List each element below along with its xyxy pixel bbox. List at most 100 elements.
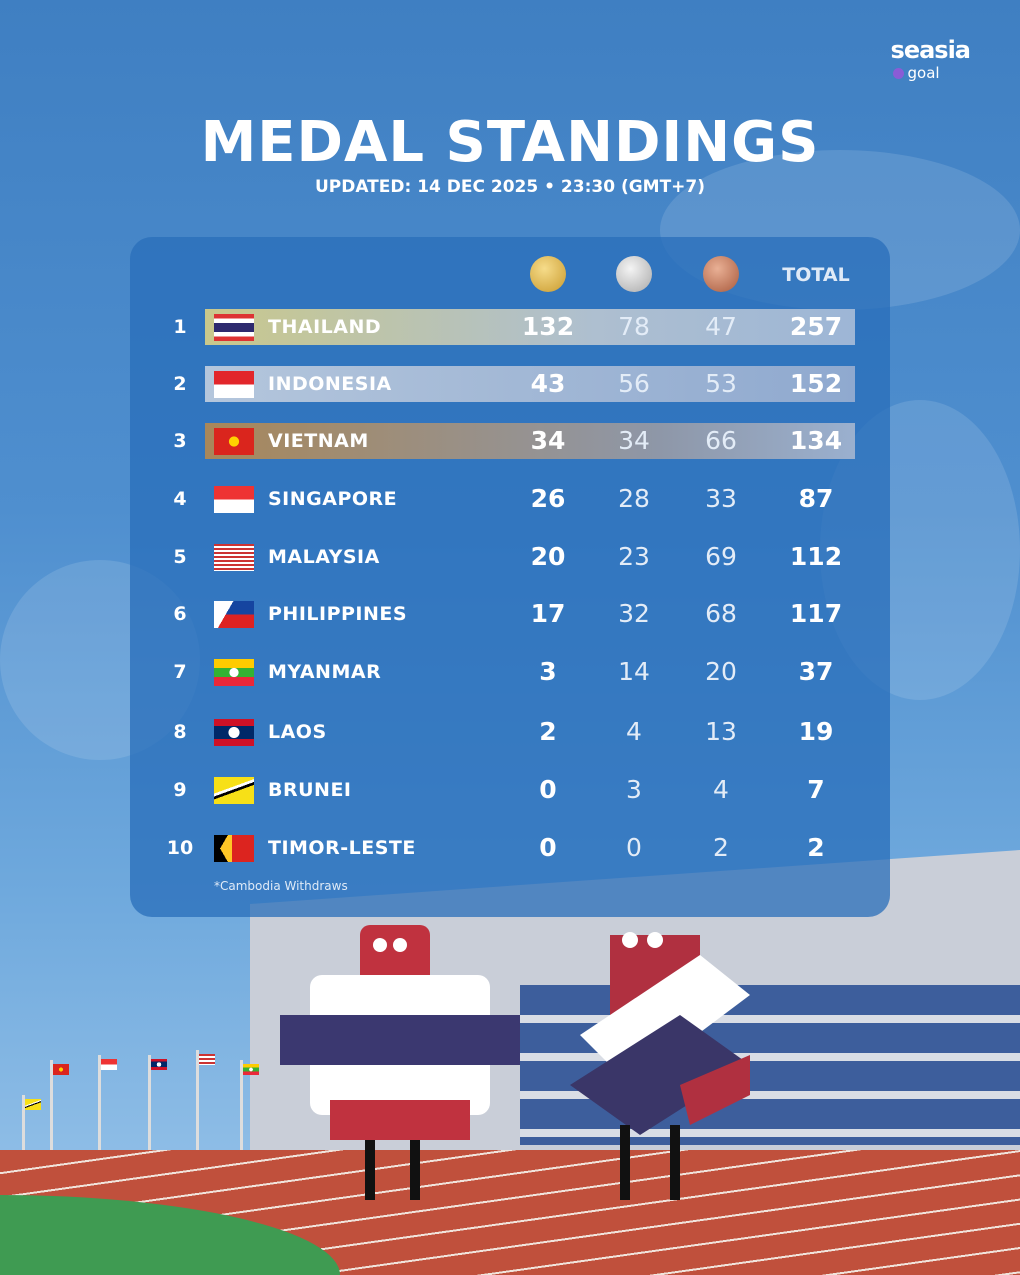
country-name: THAILAND <box>268 316 382 338</box>
table-row: 2 INDONESIA 43 56 53 152 <box>130 366 890 402</box>
country-flag-icon <box>214 544 254 571</box>
gold-count: 43 <box>530 369 566 398</box>
rank: 2 <box>173 373 187 395</box>
rank: 7 <box>173 661 187 683</box>
country-name: PHILIPPINES <box>268 603 408 625</box>
gold-count: 34 <box>530 426 566 455</box>
table-row: 7 MYANMAR 3 14 20 37 <box>130 654 890 690</box>
pole-flag-icon <box>199 1054 215 1065</box>
gold-count: 2 <box>539 717 557 746</box>
silver-count: 78 <box>618 312 650 341</box>
gold-count: 17 <box>530 599 566 628</box>
country-flag-icon <box>214 777 254 804</box>
total-count: 112 <box>789 542 843 571</box>
medal-table-panel <box>130 237 890 917</box>
table-row: 3 VIETNAM 34 34 66 134 <box>130 423 890 459</box>
row-highlight <box>205 423 855 459</box>
bronze-count: 66 <box>705 426 737 455</box>
gold-count: 3 <box>539 657 557 686</box>
table-row: 5 MALAYSIA 20 23 69 112 <box>130 539 890 575</box>
country-name: TIMOR-LESTE <box>268 837 416 859</box>
bronze-count: 2 <box>713 833 729 862</box>
rank: 5 <box>173 546 187 568</box>
country-name: BRUNEI <box>268 779 352 801</box>
country-flag-icon <box>214 719 254 746</box>
logo-brand: seasia <box>890 36 971 64</box>
total-count: 37 <box>798 657 834 686</box>
rank: 1 <box>173 316 187 338</box>
silver-medal-icon <box>616 256 652 292</box>
bronze-count: 4 <box>713 775 729 804</box>
pole-flag-icon <box>53 1064 69 1075</box>
bronze-count: 69 <box>705 542 737 571</box>
total-count: 134 <box>789 426 843 455</box>
bronze-count: 68 <box>705 599 737 628</box>
rank: 10 <box>166 837 194 859</box>
country-name: INDONESIA <box>268 373 392 395</box>
rank: 8 <box>173 721 187 743</box>
country-flag-icon <box>214 314 254 341</box>
total-count: 2 <box>807 833 825 862</box>
total-count: 117 <box>789 599 843 628</box>
total-count: 19 <box>798 717 834 746</box>
flagpole <box>196 1050 199 1150</box>
flagpole <box>50 1060 53 1150</box>
silver-count: 0 <box>626 833 642 862</box>
pole-flag-icon <box>151 1059 167 1070</box>
row-highlight <box>205 309 855 345</box>
bronze-count: 53 <box>705 369 737 398</box>
table-row: 6 PHILIPPINES 17 32 68 117 <box>130 596 890 632</box>
gold-count: 20 <box>530 542 566 571</box>
seasia-goal-logo: seasia goal <box>890 36 971 82</box>
gold-count: 0 <box>539 833 557 862</box>
silver-count: 4 <box>626 717 642 746</box>
page-title: MEDAL STANDINGS <box>200 110 820 175</box>
rank: 6 <box>173 603 187 625</box>
flagpole <box>148 1055 151 1150</box>
country-flag-icon <box>214 428 254 455</box>
total-header: TOTAL <box>782 264 850 286</box>
bronze-count: 33 <box>705 484 737 513</box>
total-count: 87 <box>798 484 834 513</box>
country-name: VIETNAM <box>268 430 369 452</box>
row-highlight <box>205 366 855 402</box>
pole-flag-icon <box>25 1099 41 1110</box>
mascot-thailand <box>280 925 520 1200</box>
footnote: *Cambodia Withdraws <box>214 879 348 893</box>
silver-count: 28 <box>618 484 650 513</box>
table-row: 4 SINGAPORE 26 28 33 87 <box>130 481 890 517</box>
logo-dot-icon <box>892 67 904 79</box>
rank: 9 <box>173 779 187 801</box>
country-name: MALAYSIA <box>268 546 380 568</box>
country-name: SINGAPORE <box>268 488 398 510</box>
table-row: 9 BRUNEI 0 3 4 7 <box>130 772 890 808</box>
country-flag-icon <box>214 659 254 686</box>
total-count: 7 <box>807 775 825 804</box>
pole-flag-icon <box>101 1059 117 1070</box>
gold-count: 132 <box>521 312 575 341</box>
logo-sub: goal <box>907 64 940 82</box>
country-flag-icon <box>214 601 254 628</box>
country-name: LAOS <box>268 721 327 743</box>
flagpole <box>22 1095 25 1150</box>
country-flag-icon <box>214 486 254 513</box>
total-count: 257 <box>789 312 843 341</box>
table-row: 10 TIMOR-LESTE 0 0 2 2 <box>130 830 890 866</box>
country-flag-icon <box>214 835 254 862</box>
silver-count: 14 <box>618 657 650 686</box>
flagpole <box>98 1055 101 1150</box>
silver-count: 56 <box>618 369 650 398</box>
mascot-cambodia-cube <box>570 932 750 1200</box>
silver-count: 34 <box>618 426 650 455</box>
table-row: 1 THAILAND 132 78 47 257 <box>130 309 890 345</box>
silver-count: 23 <box>618 542 650 571</box>
gold-count: 0 <box>539 775 557 804</box>
country-name: MYANMAR <box>268 661 382 683</box>
bronze-count: 13 <box>705 717 737 746</box>
pole-flag-icon <box>243 1064 259 1075</box>
gold-medal-icon <box>530 256 566 292</box>
total-count: 152 <box>789 369 843 398</box>
rank: 4 <box>173 488 187 510</box>
bronze-medal-icon <box>703 256 739 292</box>
country-flag-icon <box>214 371 254 398</box>
